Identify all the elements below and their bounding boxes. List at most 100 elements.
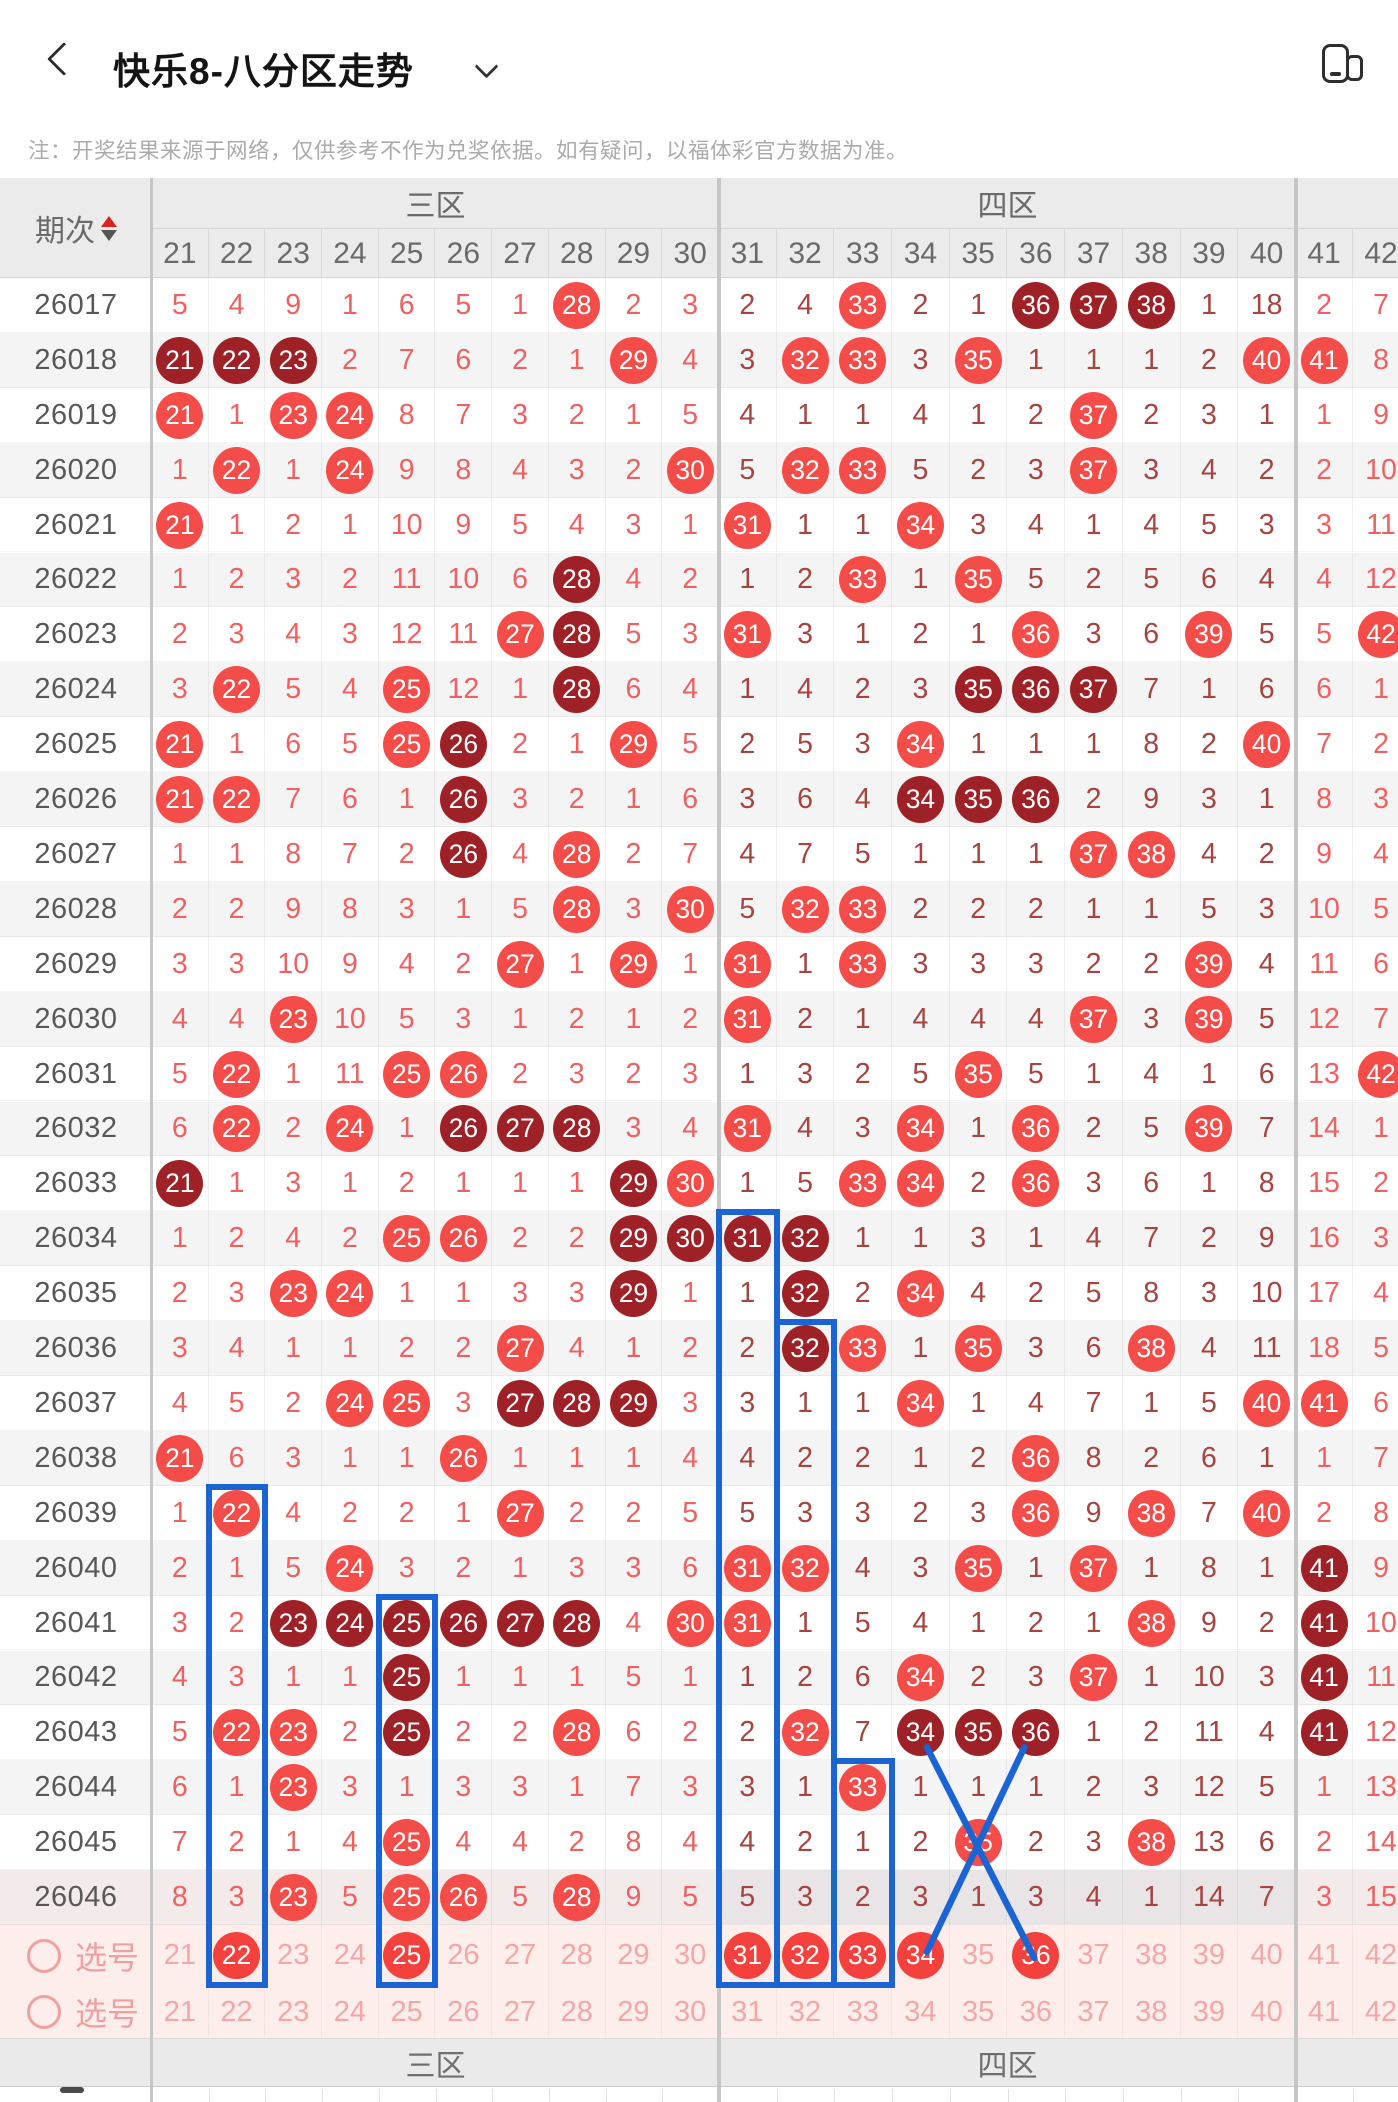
miss-count: 4 <box>171 1002 188 1035</box>
radio-icon[interactable] <box>26 1995 61 2029</box>
selection-cell-24[interactable]: 24 <box>322 1986 379 2038</box>
selection-cell-42[interactable]: 42 <box>1353 1986 1398 2038</box>
trend-cell-26036-23: 1 <box>265 1321 323 1376</box>
miss-count: 2 <box>854 1057 871 1090</box>
selection-cell-39[interactable]: 39 <box>1181 1986 1239 2038</box>
selection-cell-23[interactable]: 23 <box>265 1986 322 2038</box>
miss-count: 7 <box>1143 1222 1160 1255</box>
selection-cell-35[interactable]: 35 <box>950 1986 1008 2038</box>
selection-cell-26[interactable]: 26 <box>436 1986 493 2038</box>
table-row-26026: 26026 21 22 7 6 1 26 3 2 1 6 3 6 4 34 35 36 2 9 3 1 8 3 <box>0 772 1398 827</box>
selection-cell-36[interactable]: 36 <box>1008 1986 1066 2038</box>
selection-cell-30[interactable]: 30 <box>662 1925 719 1986</box>
selection-cell-27[interactable]: 27 <box>492 1925 549 1986</box>
miss-count: 2 <box>912 288 929 321</box>
trend-cell-26029-42: 6 <box>1353 937 1398 992</box>
selection-cell-25[interactable]: 25 <box>379 1925 436 1986</box>
miss-count: 9 <box>285 288 302 321</box>
miss-count: 1 <box>970 1881 987 1914</box>
selection-cell-38[interactable]: 38 <box>1123 1925 1181 1986</box>
trend-cell-26046-30: 5 <box>662 1870 719 1925</box>
selection-cell-23[interactable]: 23 <box>265 1925 322 1986</box>
trend-cell-26031-35: 35 <box>950 1046 1008 1102</box>
trend-cell-26037-32: 1 <box>777 1376 835 1431</box>
selection-cell-22[interactable]: 22 <box>209 1925 266 1986</box>
selection-cell-42[interactable]: 42 <box>1353 1925 1398 1986</box>
selection-cell-32[interactable]: 32 <box>777 1925 835 1986</box>
sort-icon[interactable] <box>101 215 117 241</box>
miss-count: 4 <box>1258 947 1275 980</box>
selection-cell-31[interactable]: 31 <box>719 1986 777 2038</box>
trend-cell-26031-26: 26 <box>436 1046 493 1102</box>
selection-cell-24[interactable]: 24 <box>322 1925 379 1986</box>
period-sort-header[interactable]: 期次 <box>0 178 152 278</box>
trend-cell-26036-37: 6 <box>1065 1321 1123 1376</box>
footer-zone-三区: 三区 <box>405 2050 466 2083</box>
miss-count: 14 <box>1308 1112 1340 1145</box>
chevron-down-icon[interactable] <box>474 54 499 79</box>
selection-cell-27[interactable]: 27 <box>492 1986 549 2038</box>
trend-cell-26021-30: 1 <box>662 497 719 553</box>
table-row-26039: 26039 1 22 4 2 2 1 27 2 2 5 5 3 3 2 3 36 9 38 7 40 2 8 <box>0 1485 1398 1541</box>
trend-cell-26029-41: 11 <box>1296 936 1353 992</box>
selection-cell-21[interactable]: 21 <box>152 1986 209 2038</box>
selection-cell-41[interactable]: 41 <box>1296 1925 1353 1986</box>
selection-cell-38[interactable]: 38 <box>1123 1986 1181 2038</box>
selection-cell-34[interactable]: 34 <box>892 1925 950 1986</box>
miss-count: 2 <box>1258 453 1275 486</box>
miss-count: 1 <box>912 837 929 870</box>
selection-cell-40[interactable]: 40 <box>1238 1986 1296 2038</box>
radio-icon[interactable] <box>26 1938 61 1973</box>
selection-cell-34[interactable]: 34 <box>892 1986 950 2038</box>
miss-count: 3 <box>285 1441 302 1474</box>
trend-cell-26032-32: 4 <box>777 1101 835 1157</box>
trend-cell-26017-32: 4 <box>777 278 835 333</box>
selectable-number: 30 <box>674 1939 707 1971</box>
selection-cell-37[interactable]: 37 <box>1065 1986 1123 2038</box>
miss-count: 1 <box>171 1222 188 1255</box>
miss-count: 4 <box>854 1551 871 1584</box>
selection-cell-33[interactable]: 33 <box>834 1925 892 1986</box>
selection-cell-29[interactable]: 29 <box>606 1925 663 1986</box>
selection-cell-30[interactable]: 30 <box>662 1986 719 2038</box>
selection-cell-36[interactable]: 36 <box>1008 1925 1066 1986</box>
selection-cell-35[interactable]: 35 <box>950 1925 1008 1986</box>
floating-window-icon-front <box>1322 44 1349 83</box>
drawn-ball-22: 22 <box>213 446 261 494</box>
miss-count: 13 <box>1193 1826 1225 1859</box>
selection-cell-40[interactable]: 40 <box>1238 1925 1296 1986</box>
drawn-ball-29: 29 <box>609 336 657 384</box>
trend-cell-26041-35: 1 <box>950 1595 1008 1651</box>
floating-window-icon[interactable] <box>1322 44 1368 86</box>
trend-cell-26039-36: 36 <box>1008 1485 1066 1541</box>
trend-cell-26020-38: 3 <box>1123 442 1181 498</box>
trend-cell-26030-24: 10 <box>322 991 379 1047</box>
selection-cell-29[interactable]: 29 <box>606 1986 663 2038</box>
trend-cell-26027-23: 8 <box>265 827 323 882</box>
selection-cell-25[interactable]: 25 <box>379 1986 436 2038</box>
miss-count: 6 <box>682 1551 699 1584</box>
trend-cell-26024-23: 5 <box>265 662 323 718</box>
selection-cell-32[interactable]: 32 <box>777 1986 835 2038</box>
trend-cell-26026-29: 1 <box>606 772 663 827</box>
drawn-ball-33: 33 <box>839 1325 887 1373</box>
selection-cell-33[interactable]: 33 <box>834 1986 892 2038</box>
miss-count: 4 <box>228 1332 245 1365</box>
selection-cell-41[interactable]: 41 <box>1296 1986 1353 2038</box>
selection-cell-39[interactable]: 39 <box>1181 1925 1239 1986</box>
trend-cell-26031-25: 25 <box>379 1046 436 1102</box>
selection-cell-22[interactable]: 22 <box>209 1986 266 2038</box>
selectable-number: 27 <box>503 1995 537 2028</box>
selection-cell-37[interactable]: 37 <box>1065 1925 1123 1986</box>
back-icon[interactable] <box>47 42 81 76</box>
selection-cell-26[interactable]: 26 <box>436 1925 493 1986</box>
selection-cell-21[interactable]: 21 <box>152 1925 209 1986</box>
selection-cell-28[interactable]: 28 <box>549 1986 606 2038</box>
period-cell: 26039 <box>34 1496 118 1529</box>
miss-count: 2 <box>1027 1606 1044 1639</box>
selection-cell-31[interactable]: 31 <box>719 1925 777 1986</box>
miss-count: 8 <box>171 1881 188 1914</box>
selection-cell-28[interactable]: 28 <box>549 1925 606 1986</box>
trend-cell-26024-25: 25 <box>379 662 436 718</box>
trend-cell-26035-37: 5 <box>1065 1266 1123 1322</box>
